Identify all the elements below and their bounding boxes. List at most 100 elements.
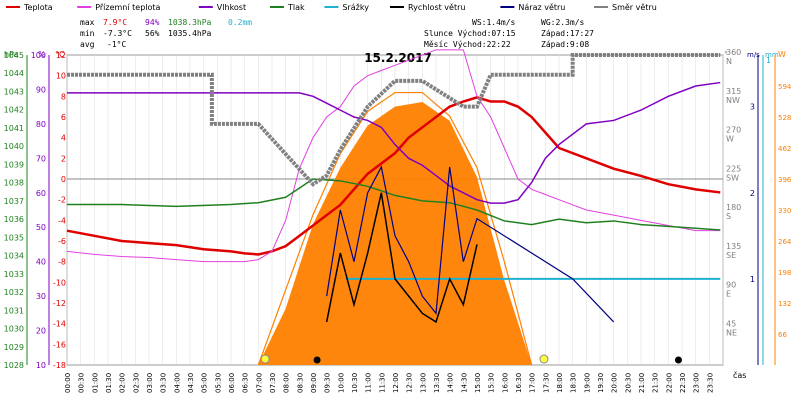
tick-solar: 594 bbox=[778, 83, 792, 91]
tick-x: 06:00 bbox=[228, 373, 236, 393]
legend-label-3: Tlak bbox=[287, 3, 305, 12]
tick-temp: -8 bbox=[58, 258, 66, 267]
stat-max-hum: 94% bbox=[145, 18, 160, 27]
wind-gust-line bbox=[326, 165, 615, 323]
tick-x: 08:30 bbox=[296, 373, 304, 393]
tick-x: 14:00 bbox=[447, 373, 455, 393]
tick-x: 00:30 bbox=[78, 373, 86, 393]
tick-solar: 66 bbox=[778, 331, 787, 339]
legend-label-0: Teplota bbox=[23, 3, 53, 12]
tick-humidity: 90 bbox=[36, 85, 46, 94]
tick-x: 10:30 bbox=[351, 373, 359, 393]
tick-x: 10:00 bbox=[337, 373, 345, 393]
stat-ws: WS:1.4m/s bbox=[472, 18, 516, 27]
tick-x: 11:00 bbox=[365, 373, 373, 393]
tick-pressure: 1029 bbox=[4, 343, 24, 352]
tick-temp: 12 bbox=[56, 51, 66, 60]
stat-sunrise: Slunce Východ:07:15 bbox=[424, 29, 516, 38]
legend-label-4: Srážky bbox=[342, 3, 369, 12]
tick-temp: -14 bbox=[53, 320, 66, 329]
tick-pressure: 1044 bbox=[4, 69, 24, 78]
tick-wind: 1 bbox=[750, 275, 755, 284]
tick-pressure: 1040 bbox=[4, 142, 24, 151]
tick-x: 05:00 bbox=[201, 373, 209, 393]
stat-moonrise: Měsíc Východ:22:22 bbox=[424, 40, 511, 49]
tick-pressure: 1031 bbox=[4, 306, 24, 315]
stat-max-rain: 0.2mm bbox=[228, 18, 252, 27]
tick-x: 11:30 bbox=[378, 373, 386, 393]
tick-pressure: 1035 bbox=[4, 233, 24, 242]
tick-temp: -18 bbox=[53, 361, 66, 370]
tick-x: 17:30 bbox=[542, 373, 550, 393]
tick-x: 23:30 bbox=[706, 373, 714, 393]
unit-mm: mm bbox=[765, 51, 779, 59]
tick-humidity: 10 bbox=[36, 361, 46, 370]
tick-dir: 90 bbox=[726, 281, 736, 290]
tick-x: 19:30 bbox=[597, 373, 605, 393]
tick-temp: 4 bbox=[61, 134, 66, 143]
tick-x: 21:00 bbox=[638, 373, 646, 393]
tick-x: 09:30 bbox=[324, 373, 332, 393]
tick-dir: 180 bbox=[726, 203, 741, 212]
stat-max-temp: 7.9°C bbox=[103, 18, 127, 27]
tick-x: 13:30 bbox=[433, 373, 441, 393]
unit-hpa: hPa bbox=[4, 50, 19, 59]
tick-pressure: 1028 bbox=[4, 361, 24, 370]
tick-dir: 45 bbox=[726, 319, 736, 328]
tick-x: 16:00 bbox=[501, 373, 509, 393]
tick-humidity: 30 bbox=[36, 292, 46, 301]
legend-label-6: Náraz větru bbox=[518, 3, 565, 12]
tick-wind: 2 bbox=[750, 189, 755, 198]
tick-pressure: 1039 bbox=[4, 160, 24, 169]
tick-temp: 10 bbox=[56, 72, 66, 81]
tick-solar: 330 bbox=[778, 207, 791, 215]
tick-temp: -10 bbox=[53, 278, 66, 287]
tick-dir-compass: NE bbox=[726, 328, 737, 337]
unit-deg: °C bbox=[55, 50, 65, 59]
tick-x: 01:00 bbox=[91, 373, 99, 393]
tick-solar: 198 bbox=[778, 269, 791, 277]
tick-dir-compass: E bbox=[726, 290, 731, 299]
tick-x: 04:30 bbox=[187, 373, 195, 393]
tick-dir: 270 bbox=[726, 126, 741, 135]
tick-solar: 132 bbox=[778, 300, 791, 308]
tick-x: 13:00 bbox=[419, 373, 427, 393]
series-line-3 bbox=[67, 178, 721, 231]
tick-x: 09:00 bbox=[310, 373, 318, 393]
tick-x: 07:00 bbox=[255, 373, 263, 393]
stat-sunset: Západ:17:27 bbox=[541, 29, 594, 38]
tick-x: 17:00 bbox=[529, 373, 537, 393]
tick-x: 04:00 bbox=[173, 373, 181, 393]
tick-temp: 2 bbox=[61, 154, 66, 163]
tick-solar: 264 bbox=[778, 238, 792, 246]
tick-x: 15:00 bbox=[474, 373, 482, 393]
stat-moonset: Západ:9:08 bbox=[541, 40, 589, 49]
tick-x: 02:30 bbox=[132, 373, 140, 393]
tick-x: 06:30 bbox=[242, 373, 250, 393]
tick-humidity: 50 bbox=[36, 223, 46, 232]
tick-x: 20:00 bbox=[611, 373, 619, 393]
stat-wg: WG:2.3m/s bbox=[541, 18, 585, 27]
unit-ms: m/s bbox=[747, 51, 760, 59]
tick-pressure: 1036 bbox=[4, 215, 24, 224]
unit-w: W bbox=[778, 50, 786, 59]
tick-x: 22:30 bbox=[679, 373, 687, 393]
tick-pressure: 1033 bbox=[4, 270, 24, 279]
tick-temp: 0 bbox=[61, 175, 66, 184]
tick-x: 08:00 bbox=[283, 373, 291, 393]
tick-temp: -16 bbox=[53, 340, 66, 349]
tick-x: 18:00 bbox=[556, 373, 564, 393]
legend-label-5: Rychlost větru bbox=[408, 3, 465, 12]
tick-humidity: 20 bbox=[36, 327, 46, 336]
tick-solar: 528 bbox=[778, 114, 791, 122]
tick-humidity: 100 bbox=[31, 51, 46, 60]
tick-x: 23:00 bbox=[693, 373, 701, 393]
stat-max-label: max bbox=[80, 18, 95, 27]
tick-x: 00:00 bbox=[64, 373, 72, 393]
tick-dir-compass: N bbox=[726, 57, 732, 66]
moonset-marker bbox=[313, 356, 321, 364]
tick-dir-compass: NW bbox=[726, 96, 740, 105]
solar-theoretical-line bbox=[257, 91, 533, 366]
chart-title: 15.2.2017 bbox=[364, 51, 432, 65]
